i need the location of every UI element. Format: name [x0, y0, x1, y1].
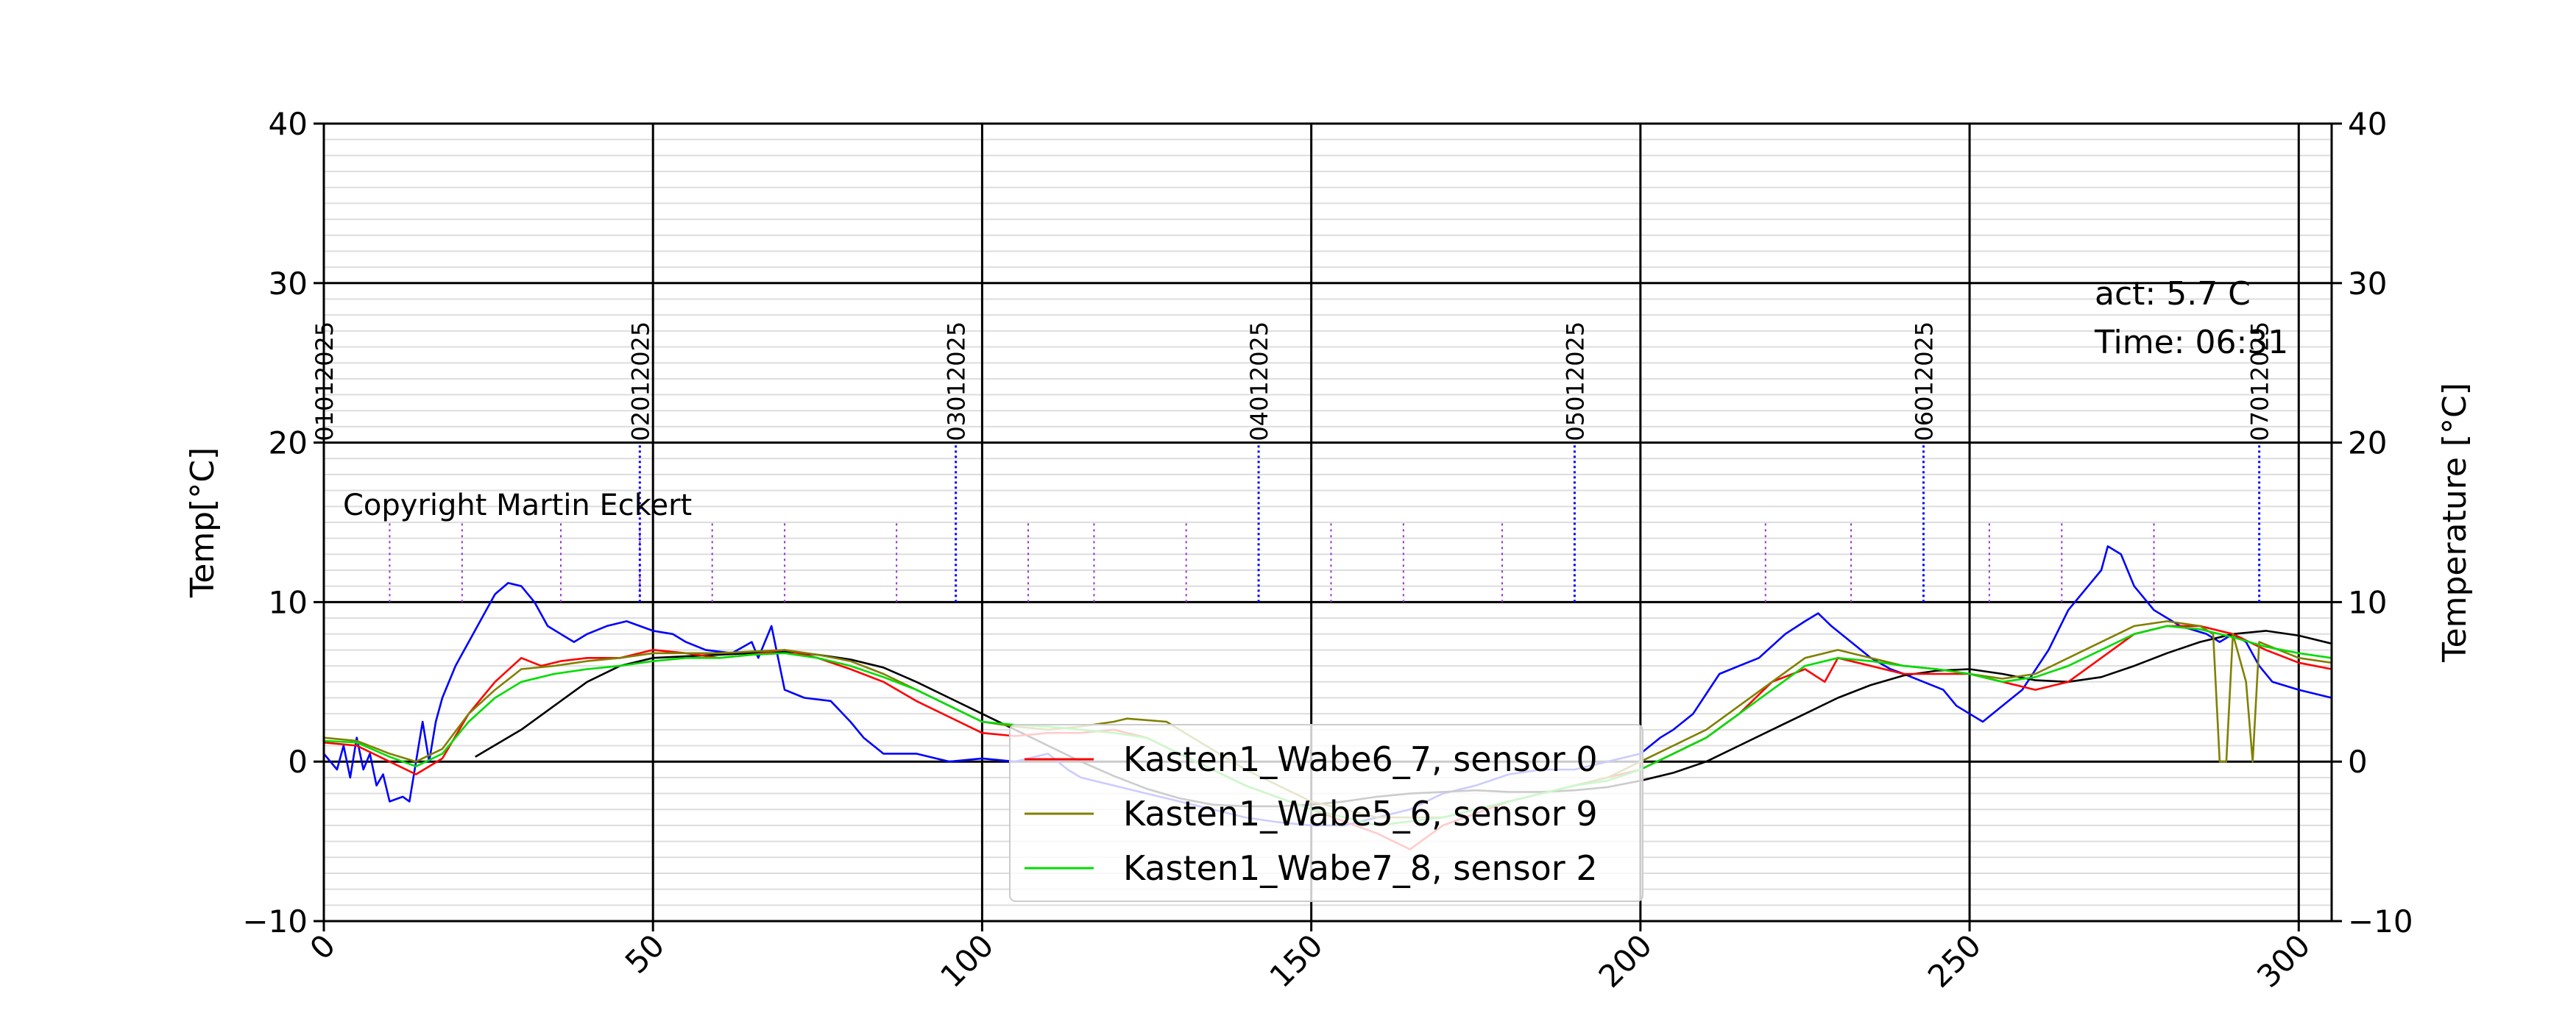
x-tick-label: 200 — [1592, 927, 1659, 994]
date-marker-label: 05012025 — [1561, 322, 1589, 441]
date-marker-label: 03012025 — [943, 322, 971, 441]
copyright-text: Copyright Martin Eckert — [343, 489, 692, 522]
legend: Kasten1_Wabe6_7, sensor 0 Kasten1_Wabe5_6… — [1009, 724, 1643, 902]
right-tick-label: 20 — [2348, 425, 2387, 461]
date-marker-label: 06012025 — [1910, 322, 1938, 441]
left-tick-label: 20 — [269, 425, 308, 461]
right-tick-label: 0 — [2348, 744, 2368, 780]
legend-label: Kasten1_Wabe6_7, sensor 0 — [1123, 739, 1598, 779]
date-marker-label: 02012025 — [626, 322, 654, 441]
right-tick-label: 40 — [2348, 106, 2387, 142]
left-axis-label: Temp[°C] — [184, 447, 222, 598]
x-tick-label: 50 — [618, 927, 671, 980]
x-tick-label: 300 — [2250, 927, 2317, 994]
plot-frame — [322, 122, 2333, 923]
legend-box — [1009, 724, 1643, 902]
x-tick-label: 0 — [303, 927, 343, 967]
current-time-annotation: Time: 06:31 — [2094, 324, 2288, 361]
right-axis-label: Temperature [°C] — [2436, 383, 2474, 663]
date-markers: 01012025 02012025 03012025 04012025 05012025… — [311, 322, 2274, 603]
left-tick-label: 0 — [288, 744, 308, 780]
x-tick-label: 250 — [1921, 927, 1988, 994]
right-tick-label: 10 — [2348, 584, 2387, 620]
left-tick-label: −10 — [242, 903, 308, 940]
date-marker-label: 07012025 — [2246, 322, 2274, 441]
left-tick-label: 30 — [269, 266, 308, 302]
legend-label: Kasten1_Wabe5_6, sensor 9 — [1123, 794, 1598, 834]
date-marker-label: 04012025 — [1245, 322, 1273, 441]
current-temperature-annotation: act: 5.7 C — [2095, 275, 2251, 313]
left-tick-label: 40 — [269, 106, 308, 142]
x-tick-label: 100 — [933, 927, 1000, 994]
right-tick-label: −10 — [2348, 903, 2413, 940]
x-tick-label: 150 — [1262, 927, 1329, 994]
legend-label: Kasten1_Wabe7_8, sensor 2 — [1123, 848, 1598, 888]
left-tick-label: 10 — [269, 584, 308, 620]
right-tick-label: 30 — [2348, 266, 2387, 302]
